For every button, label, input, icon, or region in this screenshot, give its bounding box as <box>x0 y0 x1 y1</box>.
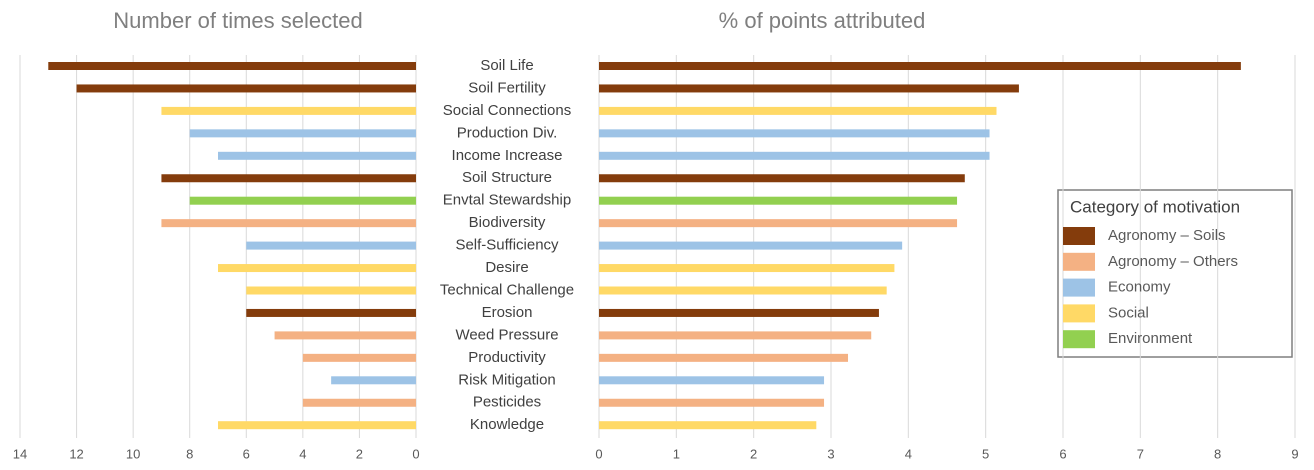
category-label: Productivity <box>468 349 546 366</box>
bar <box>599 264 895 273</box>
legend-label: Agronomy – Soils <box>1108 227 1226 244</box>
bar <box>76 84 417 93</box>
category-label: Desire <box>485 259 528 276</box>
legend-swatch <box>1063 330 1095 349</box>
legend-label: Social <box>1108 304 1149 321</box>
bar <box>599 151 990 160</box>
x-tick-label: 0 <box>595 446 602 461</box>
legend-label: Agronomy – Others <box>1108 253 1238 270</box>
category-label: Production Div. <box>457 124 558 141</box>
panel-title: Number of times selected <box>113 8 362 33</box>
x-tick-label: 3 <box>827 446 834 461</box>
x-tick-label: 2 <box>750 446 757 461</box>
category-label: Soil Fertility <box>468 79 546 96</box>
bar <box>218 264 416 273</box>
bar <box>161 174 416 183</box>
bar <box>302 398 416 407</box>
category-label: Technical Challenge <box>440 281 574 298</box>
bar <box>302 353 416 362</box>
bar <box>246 286 416 295</box>
x-tick-label: 1 <box>673 446 680 461</box>
bar <box>274 331 416 340</box>
category-label: Erosion <box>482 304 533 321</box>
x-tick-label: 14 <box>13 446 27 461</box>
category-label: Self-Sufficiency <box>455 237 559 254</box>
category-label: Soil Structure <box>462 169 552 186</box>
x-tick-label: 10 <box>126 446 140 461</box>
bar <box>599 84 1019 93</box>
bar <box>161 219 416 228</box>
legend-title: Category of motivation <box>1070 197 1240 216</box>
panel-title: % of points attributed <box>719 8 926 33</box>
x-tick-label: 4 <box>299 446 306 461</box>
category-label: Pesticides <box>473 394 541 411</box>
bar <box>218 151 416 160</box>
x-tick-label: 8 <box>1214 446 1221 461</box>
bar <box>599 398 825 407</box>
bar <box>246 241 416 250</box>
bar <box>599 376 825 385</box>
bar <box>599 174 965 183</box>
legend-swatch <box>1063 252 1095 271</box>
legend-label: Economy <box>1108 279 1171 296</box>
bar <box>189 129 416 138</box>
bar <box>246 308 416 317</box>
bar <box>599 106 997 115</box>
bar <box>599 421 817 430</box>
category-label: Risk Mitigation <box>458 371 556 388</box>
x-tick-label: 5 <box>982 446 989 461</box>
x-tick-label: 6 <box>243 446 250 461</box>
legend-swatch <box>1063 278 1095 297</box>
category-label: Biodiversity <box>469 214 546 231</box>
bar <box>599 129 990 138</box>
category-label: Soil Life <box>480 57 533 74</box>
category-label: Social Connections <box>443 102 571 119</box>
x-tick-label: 0 <box>412 446 419 461</box>
legend-swatch <box>1063 304 1095 323</box>
category-label: Knowledge <box>470 416 544 433</box>
legend-swatch <box>1063 227 1095 245</box>
bar <box>331 376 416 385</box>
category-label: Weed Pressure <box>455 326 558 343</box>
bar <box>599 286 887 295</box>
bar <box>161 106 416 115</box>
bar <box>599 62 1241 70</box>
legend-box <box>1057 189 1293 358</box>
bar <box>189 196 416 205</box>
bar <box>599 219 958 228</box>
bar <box>599 196 958 205</box>
x-tick-label: 6 <box>1059 446 1066 461</box>
bar <box>599 331 872 340</box>
x-tick-label: 4 <box>905 446 912 461</box>
bar <box>48 62 417 70</box>
x-tick-label: 2 <box>356 446 363 461</box>
category-label: Income Increase <box>452 147 563 164</box>
x-tick-label: 7 <box>1137 446 1144 461</box>
x-tick-label: 12 <box>69 446 83 461</box>
legend-label: Environment <box>1108 330 1193 347</box>
x-tick-label: 9 <box>1291 446 1298 461</box>
x-tick-label: 8 <box>186 446 193 461</box>
category-label: Envtal Stewardship <box>443 192 571 209</box>
bar <box>599 353 849 362</box>
bar <box>599 308 879 317</box>
bar <box>218 421 416 430</box>
bar <box>599 241 903 250</box>
